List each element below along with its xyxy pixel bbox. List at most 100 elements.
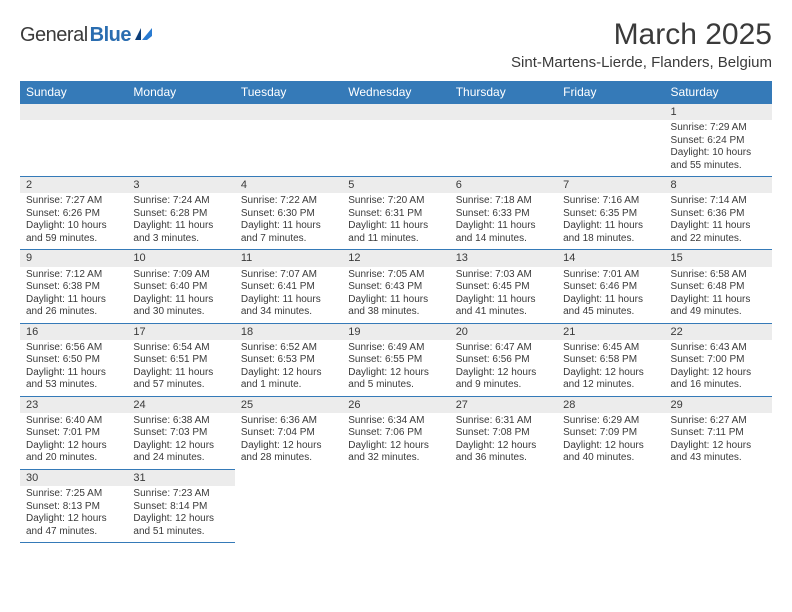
day-number	[235, 104, 342, 120]
day-number: 7	[557, 177, 664, 193]
calendar-cell: 4Sunrise: 7:22 AMSunset: 6:30 PMDaylight…	[235, 176, 342, 249]
day-details: Sunrise: 6:31 AMSunset: 7:08 PMDaylight:…	[450, 413, 557, 469]
calendar-cell: 2Sunrise: 7:27 AMSunset: 6:26 PMDaylight…	[20, 176, 127, 249]
day-details: Sunrise: 7:29 AMSunset: 6:24 PMDaylight:…	[665, 120, 772, 176]
header-block: General Blue March 2025 Sint-Martens-Lie…	[20, 18, 772, 71]
logo-word-1: General	[20, 24, 88, 47]
day-number: 17	[127, 324, 234, 340]
day-header: Thursday	[450, 81, 557, 103]
day-details: Sunrise: 7:05 AMSunset: 6:43 PMDaylight:…	[342, 267, 449, 323]
day-number: 10	[127, 250, 234, 266]
day-number: 23	[20, 397, 127, 413]
calendar-cell	[235, 103, 342, 176]
day-number: 15	[665, 250, 772, 266]
day-details: Sunrise: 6:54 AMSunset: 6:51 PMDaylight:…	[127, 340, 234, 396]
day-number: 8	[665, 177, 772, 193]
day-details: Sunrise: 6:49 AMSunset: 6:55 PMDaylight:…	[342, 340, 449, 396]
day-number: 27	[450, 397, 557, 413]
calendar-cell	[450, 103, 557, 176]
day-header: Friday	[557, 81, 664, 103]
day-number: 28	[557, 397, 664, 413]
day-details	[20, 120, 127, 174]
day-details: Sunrise: 6:29 AMSunset: 7:09 PMDaylight:…	[557, 413, 664, 469]
flag-icon	[135, 26, 153, 45]
day-number: 16	[20, 324, 127, 340]
calendar-cell	[450, 469, 557, 543]
day-number: 30	[20, 470, 127, 486]
calendar-cell: 28Sunrise: 6:29 AMSunset: 7:09 PMDayligh…	[557, 396, 664, 469]
day-details	[127, 120, 234, 174]
calendar-row: 30Sunrise: 7:25 AMSunset: 8:13 PMDayligh…	[20, 469, 772, 543]
month-title: March 2025	[511, 18, 772, 52]
calendar-cell: 7Sunrise: 7:16 AMSunset: 6:35 PMDaylight…	[557, 176, 664, 249]
calendar-cell: 8Sunrise: 7:14 AMSunset: 6:36 PMDaylight…	[665, 176, 772, 249]
calendar-row: 16Sunrise: 6:56 AMSunset: 6:50 PMDayligh…	[20, 323, 772, 396]
day-number: 9	[20, 250, 127, 266]
day-number: 6	[450, 177, 557, 193]
day-number: 31	[127, 470, 234, 486]
day-details: Sunrise: 6:47 AMSunset: 6:56 PMDaylight:…	[450, 340, 557, 396]
calendar-cell: 5Sunrise: 7:20 AMSunset: 6:31 PMDaylight…	[342, 176, 449, 249]
day-details: Sunrise: 7:07 AMSunset: 6:41 PMDaylight:…	[235, 267, 342, 323]
calendar-cell: 9Sunrise: 7:12 AMSunset: 6:38 PMDaylight…	[20, 249, 127, 322]
calendar-cell: 16Sunrise: 6:56 AMSunset: 6:50 PMDayligh…	[20, 323, 127, 396]
day-details: Sunrise: 6:43 AMSunset: 7:00 PMDaylight:…	[665, 340, 772, 396]
logo-word-2: Blue	[90, 24, 131, 47]
day-number: 14	[557, 250, 664, 266]
day-number	[450, 104, 557, 120]
day-number: 5	[342, 177, 449, 193]
day-details: Sunrise: 6:38 AMSunset: 7:03 PMDaylight:…	[127, 413, 234, 469]
calendar-cell: 12Sunrise: 7:05 AMSunset: 6:43 PMDayligh…	[342, 249, 449, 322]
day-details: Sunrise: 7:24 AMSunset: 6:28 PMDaylight:…	[127, 193, 234, 249]
day-details: Sunrise: 6:36 AMSunset: 7:04 PMDaylight:…	[235, 413, 342, 469]
day-number: 3	[127, 177, 234, 193]
day-details: Sunrise: 7:16 AMSunset: 6:35 PMDaylight:…	[557, 193, 664, 249]
day-details: Sunrise: 7:09 AMSunset: 6:40 PMDaylight:…	[127, 267, 234, 323]
calendar-row: 9Sunrise: 7:12 AMSunset: 6:38 PMDaylight…	[20, 249, 772, 322]
calendar-row: 1Sunrise: 7:29 AMSunset: 6:24 PMDaylight…	[20, 103, 772, 176]
day-header: Saturday	[665, 81, 772, 103]
calendar-cell: 19Sunrise: 6:49 AMSunset: 6:55 PMDayligh…	[342, 323, 449, 396]
day-number: 2	[20, 177, 127, 193]
calendar-cell: 27Sunrise: 6:31 AMSunset: 7:08 PMDayligh…	[450, 396, 557, 469]
day-details: Sunrise: 7:14 AMSunset: 6:36 PMDaylight:…	[665, 193, 772, 249]
calendar-cell	[342, 103, 449, 176]
calendar-cell: 14Sunrise: 7:01 AMSunset: 6:46 PMDayligh…	[557, 249, 664, 322]
day-number: 22	[665, 324, 772, 340]
day-number: 26	[342, 397, 449, 413]
day-details	[235, 120, 342, 174]
calendar-cell: 24Sunrise: 6:38 AMSunset: 7:03 PMDayligh…	[127, 396, 234, 469]
logo: General Blue	[20, 18, 153, 47]
day-details	[557, 120, 664, 174]
day-details: Sunrise: 7:20 AMSunset: 6:31 PMDaylight:…	[342, 193, 449, 249]
calendar-cell: 21Sunrise: 6:45 AMSunset: 6:58 PMDayligh…	[557, 323, 664, 396]
calendar-cell: 6Sunrise: 7:18 AMSunset: 6:33 PMDaylight…	[450, 176, 557, 249]
calendar-cell: 13Sunrise: 7:03 AMSunset: 6:45 PMDayligh…	[450, 249, 557, 322]
day-details: Sunrise: 6:52 AMSunset: 6:53 PMDaylight:…	[235, 340, 342, 396]
day-number: 1	[665, 104, 772, 120]
day-number: 4	[235, 177, 342, 193]
calendar-cell: 15Sunrise: 6:58 AMSunset: 6:48 PMDayligh…	[665, 249, 772, 322]
day-number: 25	[235, 397, 342, 413]
day-header-row: Sunday Monday Tuesday Wednesday Thursday…	[20, 81, 772, 103]
calendar-cell: 31Sunrise: 7:23 AMSunset: 8:14 PMDayligh…	[127, 469, 234, 543]
calendar-cell	[557, 103, 664, 176]
day-number: 12	[342, 250, 449, 266]
day-details: Sunrise: 7:25 AMSunset: 8:13 PMDaylight:…	[20, 486, 127, 542]
calendar-cell	[20, 103, 127, 176]
day-number: 19	[342, 324, 449, 340]
calendar-cell: 18Sunrise: 6:52 AMSunset: 6:53 PMDayligh…	[235, 323, 342, 396]
day-number	[20, 104, 127, 120]
day-details: Sunrise: 7:22 AMSunset: 6:30 PMDaylight:…	[235, 193, 342, 249]
day-details: Sunrise: 6:27 AMSunset: 7:11 PMDaylight:…	[665, 413, 772, 469]
calendar-cell	[665, 469, 772, 543]
day-number: 21	[557, 324, 664, 340]
calendar-row: 2Sunrise: 7:27 AMSunset: 6:26 PMDaylight…	[20, 176, 772, 249]
day-number: 18	[235, 324, 342, 340]
calendar-cell: 1Sunrise: 7:29 AMSunset: 6:24 PMDaylight…	[665, 103, 772, 176]
day-header: Sunday	[20, 81, 127, 103]
day-details: Sunrise: 6:34 AMSunset: 7:06 PMDaylight:…	[342, 413, 449, 469]
day-number	[557, 104, 664, 120]
calendar-cell	[127, 103, 234, 176]
day-header: Wednesday	[342, 81, 449, 103]
